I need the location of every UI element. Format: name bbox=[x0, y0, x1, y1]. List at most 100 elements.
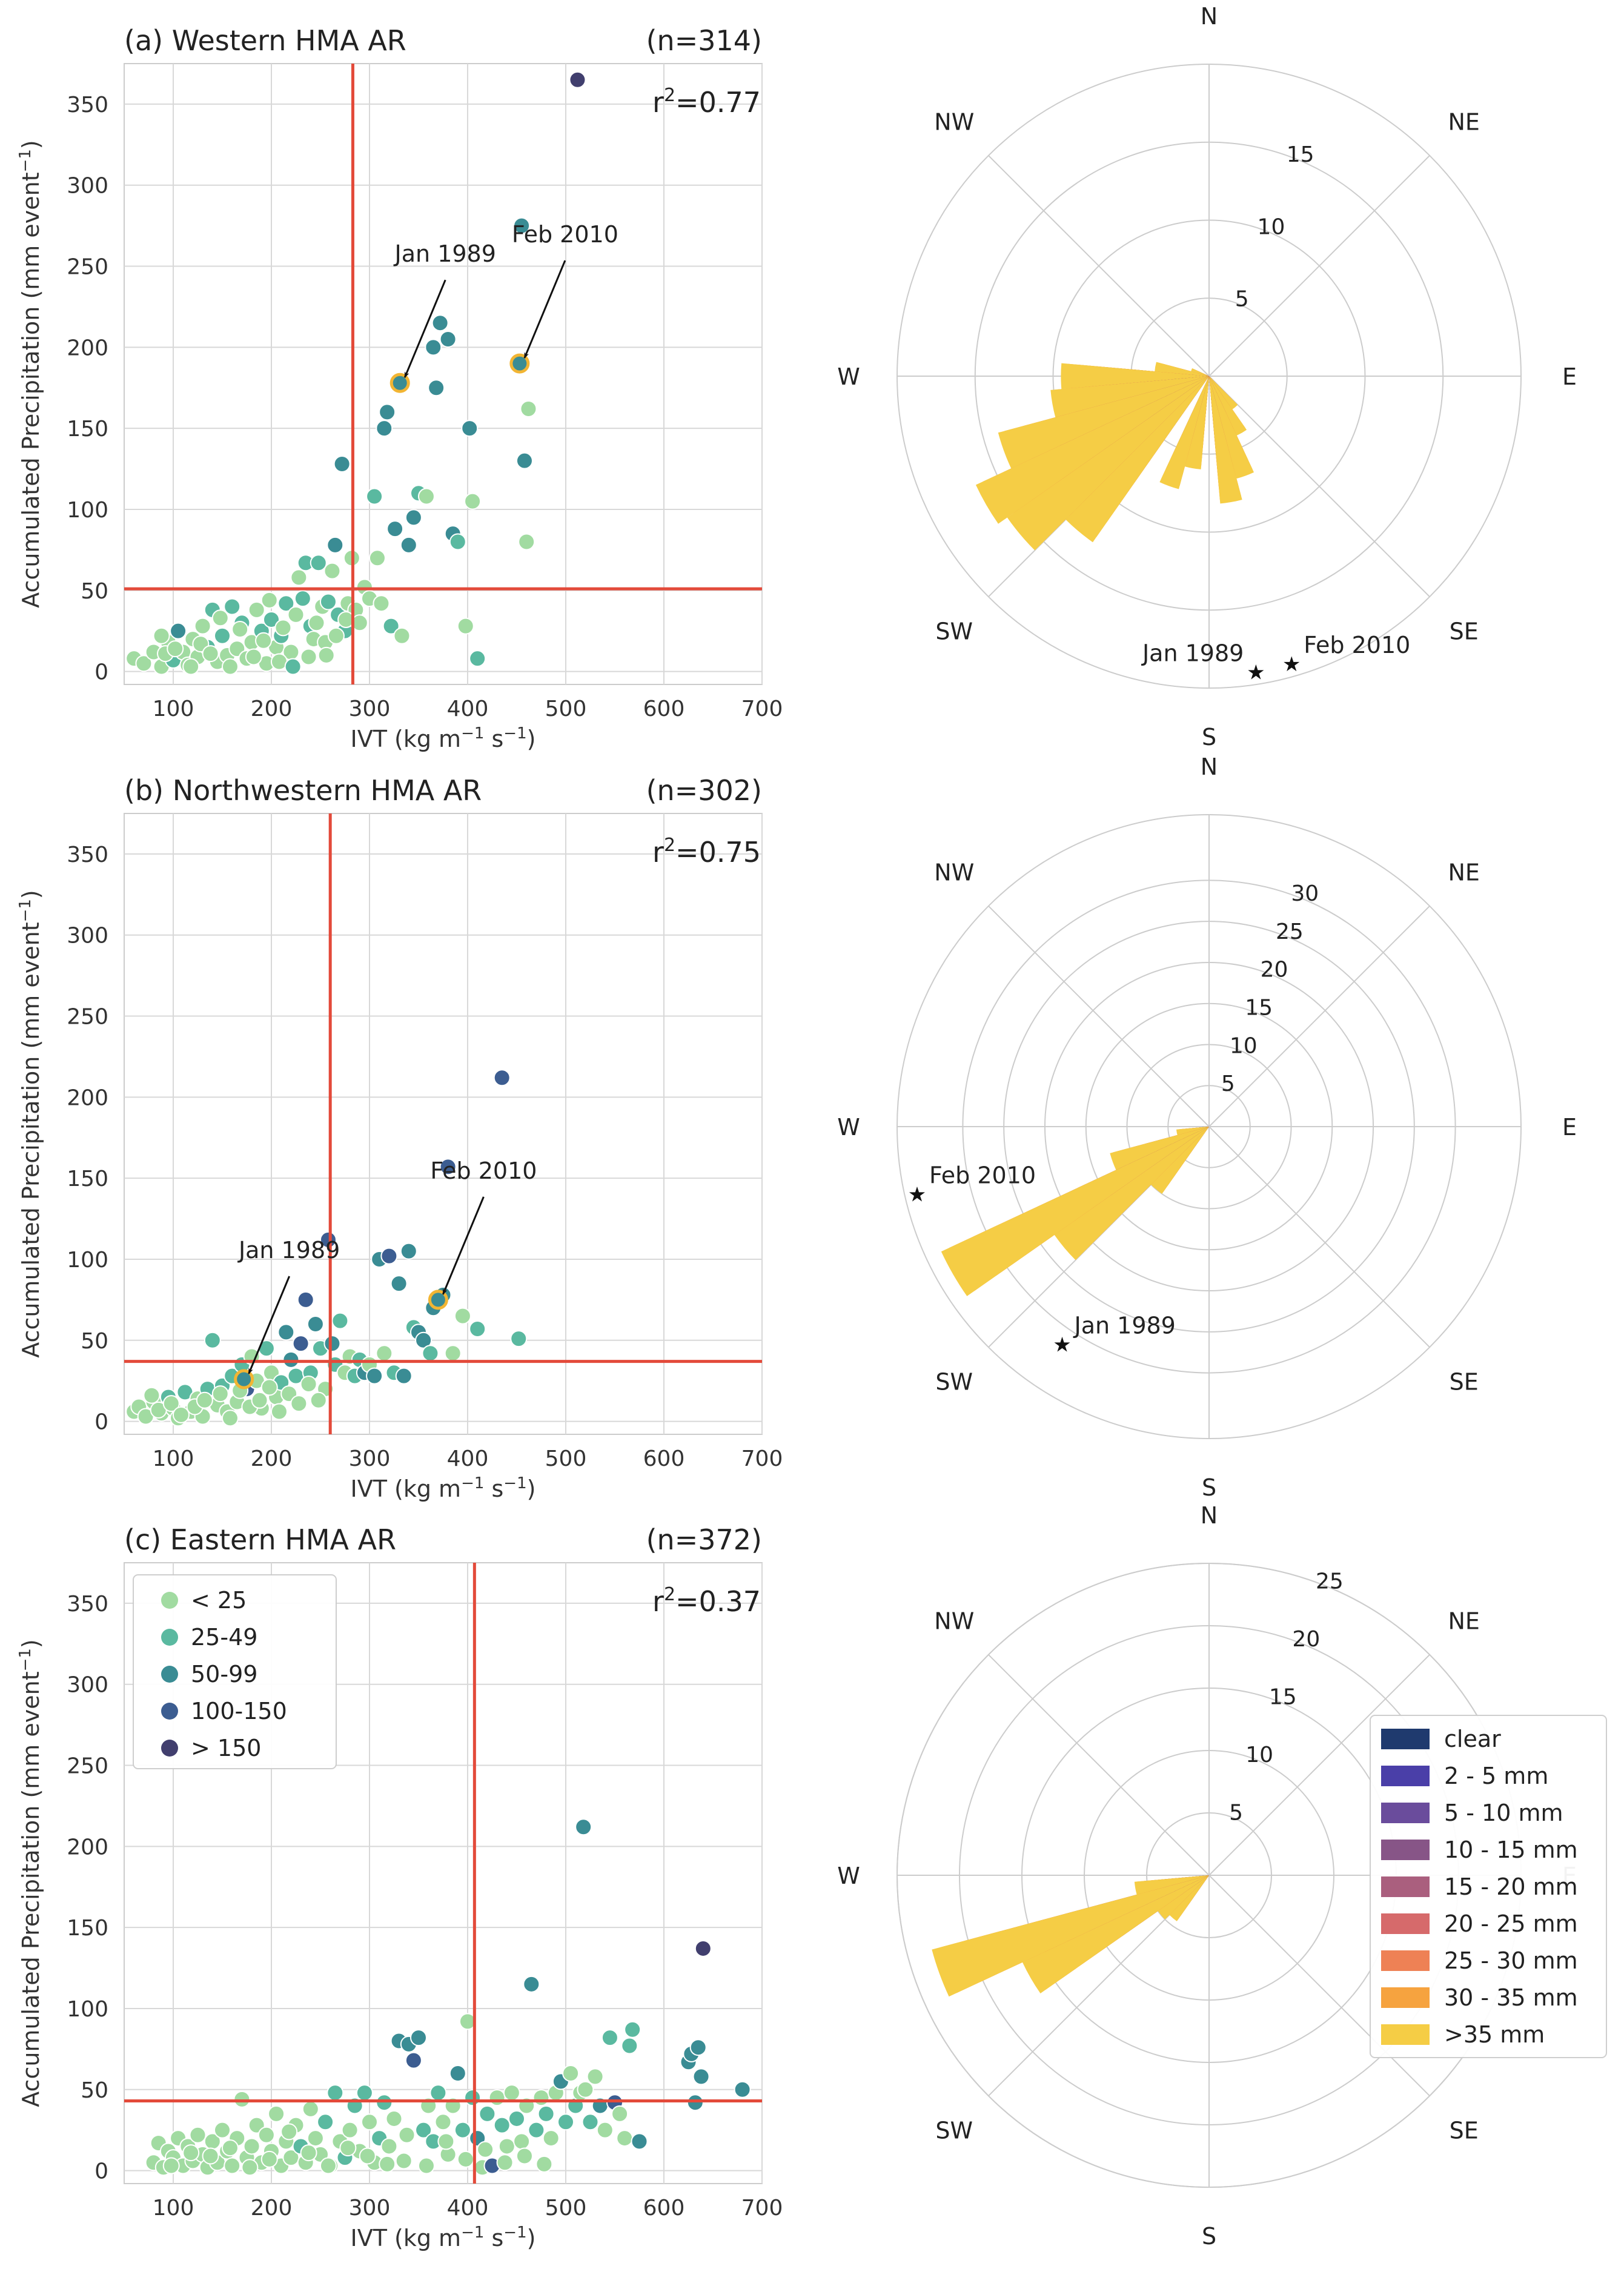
label-part: 2 bbox=[664, 835, 675, 856]
label-part: −1 bbox=[16, 1648, 35, 1671]
event-star-label: Feb 2010 bbox=[929, 1162, 1036, 1188]
r-squared-label: r2=0.37 bbox=[652, 1584, 761, 1618]
scatter-point bbox=[518, 533, 535, 551]
rose-legend: clear 2 - 5 mm 5 - 10 mm 10 - 15 mm 15 - 20 … bbox=[1370, 1715, 1607, 2058]
scatter-point bbox=[300, 648, 317, 666]
scatter-point bbox=[537, 2105, 555, 2122]
legend-label: clear bbox=[1444, 1726, 1501, 1752]
scatter-point bbox=[422, 1345, 439, 1362]
scatter-point bbox=[182, 658, 200, 675]
label-part: ) bbox=[18, 140, 44, 149]
scatter-point bbox=[196, 1391, 213, 1409]
scatter-point bbox=[488, 2089, 506, 2107]
sample-size-label: (n=314) bbox=[646, 24, 762, 57]
scatter-point bbox=[457, 2150, 474, 2168]
scatter-point bbox=[621, 2037, 638, 2055]
y-tick-label: 250 bbox=[67, 255, 108, 280]
label-part: −1 bbox=[503, 724, 526, 743]
scatter-point bbox=[405, 2052, 422, 2069]
direction-spoke bbox=[1208, 155, 1430, 377]
legend-label: 20 - 25 mm bbox=[1444, 1910, 1578, 1937]
panel-title: (b) Northwestern HMA AR bbox=[124, 774, 482, 807]
scatter-point bbox=[376, 2094, 393, 2111]
direction-label: NW bbox=[934, 859, 974, 886]
scatter-point bbox=[520, 400, 537, 418]
scatter-point bbox=[380, 1247, 398, 1265]
direction-label: W bbox=[837, 1863, 860, 1889]
scatter-point bbox=[323, 1335, 341, 1353]
scatter-point bbox=[390, 1275, 408, 1293]
scatter-point bbox=[366, 488, 383, 505]
annotation-arrow bbox=[442, 1196, 485, 1295]
rose-segment bbox=[1007, 376, 1209, 551]
label-part: Accumulated Precipitation (mm event bbox=[18, 172, 44, 608]
scatter-point bbox=[417, 488, 435, 505]
legend-label: 2 - 5 mm bbox=[1444, 1763, 1548, 1789]
scatter-point bbox=[307, 2130, 324, 2147]
scatter-point bbox=[277, 1323, 295, 1341]
scatter-point bbox=[542, 2130, 560, 2147]
label-part: −1 bbox=[461, 1474, 484, 1492]
scatter-point bbox=[297, 1291, 314, 1308]
x-tick-label: 400 bbox=[447, 2196, 489, 2221]
r-squared-label: r2=0.75 bbox=[652, 835, 761, 869]
scatter-point bbox=[498, 2138, 515, 2155]
label-part: s bbox=[484, 1476, 503, 1502]
radial-tick-label: 15 bbox=[1245, 996, 1273, 1021]
label-part: −1 bbox=[16, 149, 35, 172]
annotation-arrow bbox=[403, 279, 446, 379]
legend-label: 15 - 20 mm bbox=[1444, 1873, 1578, 1900]
scatter-point bbox=[361, 2113, 378, 2131]
scatter-point bbox=[686, 2094, 704, 2111]
legend-label: >35 mm bbox=[1444, 2021, 1545, 2048]
scatter-point bbox=[274, 619, 292, 637]
scatter-point bbox=[611, 2105, 629, 2122]
radial-tick-label: 5 bbox=[1235, 287, 1249, 312]
direction-label: NW bbox=[934, 1608, 974, 1634]
sample-size-label: (n=302) bbox=[646, 774, 762, 807]
label-part: 2 bbox=[664, 85, 675, 106]
x-tick-label: 300 bbox=[349, 2196, 391, 2221]
scatter-point bbox=[224, 2157, 241, 2174]
scatter-point bbox=[582, 2113, 599, 2131]
y-tick-label: 150 bbox=[67, 1167, 108, 1191]
scatter-point bbox=[172, 1406, 190, 1423]
rose-segment bbox=[932, 1875, 1209, 1997]
radial-tick-label: 5 bbox=[1229, 1801, 1243, 1826]
scatter-point bbox=[515, 452, 533, 469]
y-tick-label: 100 bbox=[67, 1248, 108, 1273]
scatter-point bbox=[395, 2152, 413, 2170]
label-part: ) bbox=[18, 1639, 44, 1648]
scatter-point bbox=[429, 2084, 447, 2102]
x-tick-label: 200 bbox=[251, 697, 293, 721]
scatter-point bbox=[469, 650, 486, 667]
y-tick-label: 150 bbox=[67, 1916, 108, 1941]
direction-spoke bbox=[1208, 906, 1430, 1127]
scatter-point bbox=[270, 1403, 288, 1420]
scatter-point bbox=[528, 2121, 545, 2139]
scatter-point bbox=[379, 403, 396, 421]
radial-tick-label: 25 bbox=[1276, 919, 1304, 944]
scatter-point bbox=[167, 640, 184, 658]
direction-spoke bbox=[1208, 1875, 1430, 2096]
legend-label: 100-150 bbox=[191, 1698, 287, 1724]
scatter-point bbox=[290, 1395, 308, 1413]
scatter-point bbox=[439, 1158, 457, 1176]
rose-segment bbox=[1054, 1127, 1209, 1260]
label-part: ) bbox=[18, 890, 44, 899]
label-part: =0.75 bbox=[675, 836, 761, 869]
scatter-point bbox=[245, 648, 262, 666]
scatter-point bbox=[503, 2084, 520, 2102]
scatter-point bbox=[326, 536, 344, 554]
scatter-point bbox=[292, 1335, 310, 1353]
highlighted-event-point bbox=[509, 353, 530, 374]
scatter-point bbox=[317, 646, 335, 664]
scatter-point bbox=[376, 1345, 393, 1362]
scatter-point bbox=[631, 2133, 648, 2150]
direction-label: SW bbox=[935, 1369, 973, 1396]
legend-swatch bbox=[1381, 1729, 1430, 1749]
legend-label: < 25 bbox=[191, 1587, 247, 1614]
annotation-label: Feb 2010 bbox=[430, 1158, 537, 1184]
scatter-point bbox=[515, 2147, 533, 2165]
direction-label: NW bbox=[934, 108, 974, 135]
